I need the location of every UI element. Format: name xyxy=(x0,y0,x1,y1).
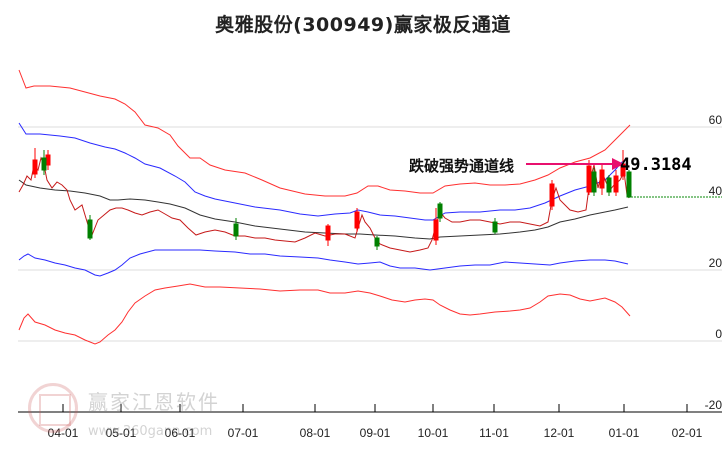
x-tick-12-01: 12-01 xyxy=(543,426,575,440)
x-tick-05-01: 05-01 xyxy=(105,426,137,440)
outer-upper-band xyxy=(18,69,631,197)
outer-lower-band xyxy=(18,283,631,345)
x-tick-06-01: 06-01 xyxy=(164,426,196,440)
x-tick-02-01: 02-01 xyxy=(671,426,703,440)
watermark-name: 赢家江恩软件 xyxy=(88,390,220,414)
x-tick-09-01: 09-01 xyxy=(359,426,391,440)
x-tick-07-01: 07-01 xyxy=(227,426,259,440)
y-tick-40: 40 xyxy=(708,184,722,198)
annotation-label: 跌破强势通道线 xyxy=(409,157,515,175)
inner-lower-band xyxy=(18,249,629,277)
x-tick-10-01: 10-01 xyxy=(417,426,449,440)
x-axis xyxy=(18,404,722,413)
y-tick-0: 0 xyxy=(715,327,722,341)
y-tick-20: 20 xyxy=(708,256,722,270)
chart-title: 奥雅股份(300949)赢家极反通道 xyxy=(215,14,511,36)
watermark-url: www.360gann.com xyxy=(88,424,213,439)
gridlines xyxy=(18,126,722,342)
x-tick-11-01: 11-01 xyxy=(479,426,509,440)
x-tick-01-01: 01-01 xyxy=(608,426,640,440)
y-tick-neg20: -20 xyxy=(704,398,722,412)
y-tick-60: 60 xyxy=(708,113,722,127)
inner-upper-band xyxy=(18,122,629,221)
annotation-value: 49.3184 xyxy=(620,155,692,175)
annotation-arrow xyxy=(526,158,624,170)
x-tick-08-01: 08-01 xyxy=(299,426,331,440)
watermark-logo-icon xyxy=(28,383,78,433)
candlesticks xyxy=(18,148,632,253)
